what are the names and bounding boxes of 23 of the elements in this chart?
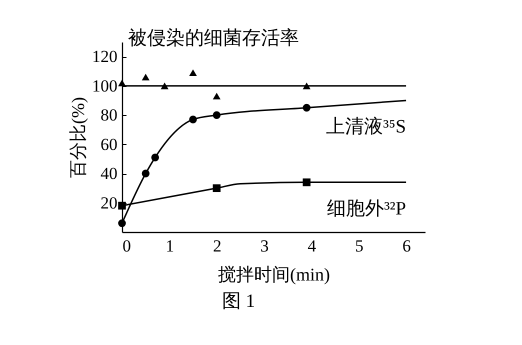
- x-axis-title: 搅拌时间(min): [218, 264, 330, 284]
- annotation: 被侵染的细菌存活率: [128, 27, 299, 49]
- caption: 图 1: [222, 291, 256, 312]
- point: [189, 69, 197, 76]
- y-tick-label: 20: [100, 193, 118, 212]
- x-tick-label: 6: [402, 236, 411, 256]
- series-label: 上清液³⁵S: [326, 115, 406, 138]
- x-tick-label: 4: [308, 236, 317, 256]
- y-tick-label: 80: [100, 106, 118, 125]
- x-tick-label: 2: [212, 236, 222, 256]
- x-tick-label: 0: [122, 236, 131, 256]
- x-tick-label: 3: [260, 236, 269, 256]
- series-label: 细胞外³²P: [327, 198, 406, 220]
- x-tick-label: 5: [354, 236, 364, 256]
- y-tick-label: 100: [92, 76, 118, 96]
- point: [142, 74, 150, 80]
- y-axis-title: 百分比(%): [68, 97, 88, 178]
- point: [118, 202, 126, 210]
- x-tick-label: 1: [166, 236, 174, 256]
- y-tick-label: 40: [100, 164, 118, 184]
- y-tick-label: 120: [92, 47, 118, 66]
- y-tick-label: 60: [100, 134, 118, 154]
- point: [212, 92, 221, 100]
